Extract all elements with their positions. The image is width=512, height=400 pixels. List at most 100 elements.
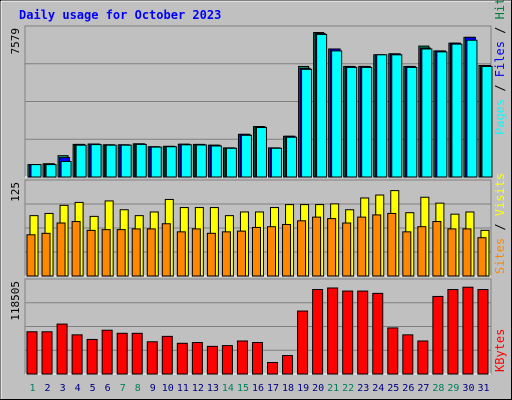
bar-sites xyxy=(191,228,201,277)
bar-kbytes xyxy=(267,361,279,375)
day-label: 18 xyxy=(282,383,294,394)
bar-kbytes xyxy=(236,340,248,375)
ymax-label-visits: 125 xyxy=(9,182,22,202)
day-label: 17 xyxy=(267,383,279,394)
bar-pages xyxy=(361,66,373,178)
bar-kbytes xyxy=(71,334,83,375)
day-label: 1 xyxy=(30,383,36,394)
bar-kbytes xyxy=(101,329,113,375)
bar-sites xyxy=(251,226,261,277)
bar-pages xyxy=(406,66,418,178)
legend-visits-sites-part: Sites xyxy=(493,238,507,274)
bar-sites xyxy=(432,221,442,277)
bar-kbytes xyxy=(221,345,233,375)
day-label: 15 xyxy=(237,383,249,394)
bar-sites xyxy=(447,228,457,277)
bar-kbytes xyxy=(131,332,143,375)
day-label: 27 xyxy=(417,383,429,394)
bar-pages xyxy=(376,54,388,178)
bar-sites xyxy=(267,226,277,277)
bar-pages xyxy=(331,50,343,178)
ymax-label-hits: 7579 xyxy=(9,28,22,55)
day-label: 2 xyxy=(45,383,51,394)
day-label: 20 xyxy=(312,383,324,394)
bar-kbytes xyxy=(357,290,369,375)
bar-sites xyxy=(26,234,36,277)
bar-kbytes xyxy=(327,287,339,375)
day-label: 22 xyxy=(342,383,354,394)
day-label: 8 xyxy=(135,383,141,394)
legend-kbytes-part: KBytes xyxy=(493,329,507,372)
bar-sites xyxy=(312,216,322,277)
day-label: 10 xyxy=(162,383,174,394)
bar-sites xyxy=(71,221,81,277)
bar-kbytes xyxy=(191,342,203,375)
bar-sites xyxy=(221,231,231,277)
bar-pages xyxy=(75,144,87,178)
legend-hits-files-pages-part: Files xyxy=(493,41,507,77)
bar-sites xyxy=(357,216,367,277)
bar-sites xyxy=(402,231,412,277)
legend-hits-files-pages-part: Hits xyxy=(493,0,507,19)
legend-visits-sites: Sites / Visits xyxy=(493,173,507,274)
bar-kbytes xyxy=(447,289,459,375)
bar-kbytes xyxy=(26,331,38,375)
day-label: 11 xyxy=(177,383,189,394)
bar-kbytes xyxy=(297,310,309,375)
bar-kbytes xyxy=(342,290,354,375)
day-label: 12 xyxy=(192,383,204,394)
bar-pages xyxy=(466,39,478,178)
bar-kbytes xyxy=(312,289,324,375)
bar-pages xyxy=(60,160,72,178)
day-label: 28 xyxy=(432,383,444,394)
legend-hits-files-pages: Pages / Files / Hits xyxy=(493,0,507,135)
day-label: 7 xyxy=(120,383,126,394)
day-label: 5 xyxy=(90,383,96,394)
bar-sites xyxy=(236,230,246,277)
bar-sites xyxy=(41,232,51,277)
bar-kbytes xyxy=(116,332,128,375)
day-label: 24 xyxy=(372,383,384,394)
bar-kbytes xyxy=(387,327,399,375)
bar-kbytes xyxy=(282,355,294,375)
day-label: 30 xyxy=(462,383,474,394)
bar-sites xyxy=(342,222,352,277)
bar-pages xyxy=(421,48,433,178)
bar-sites xyxy=(206,232,216,277)
bar-sites xyxy=(161,223,171,277)
bar-pages xyxy=(346,66,358,178)
bar-kbytes xyxy=(206,345,218,375)
day-label: 6 xyxy=(105,383,111,394)
day-label: 14 xyxy=(222,383,234,394)
bar-pages xyxy=(451,43,463,178)
bar-kbytes xyxy=(417,340,429,375)
bar-kbytes xyxy=(251,342,263,375)
bar-sites xyxy=(176,231,186,277)
bar-sites xyxy=(462,228,472,277)
day-label: 29 xyxy=(447,383,459,394)
bar-pages xyxy=(135,143,147,178)
bar-pages xyxy=(316,33,328,178)
day-label: 13 xyxy=(207,383,219,394)
legend-hits-files-pages-part: / xyxy=(493,19,507,41)
legend-visits-sites-part: / xyxy=(493,216,507,238)
bar-pages xyxy=(180,144,192,178)
bar-pages xyxy=(195,144,207,178)
bar-pages xyxy=(436,51,448,178)
bar-sites xyxy=(372,214,382,277)
bar-sites xyxy=(116,229,126,277)
bar-pages xyxy=(391,54,403,178)
bar-pages xyxy=(120,144,132,178)
bar-kbytes xyxy=(41,331,53,375)
bar-sites xyxy=(477,237,487,277)
bar-kbytes xyxy=(86,338,98,375)
bar-kbytes xyxy=(432,295,444,375)
bar-kbytes xyxy=(462,286,474,375)
bar-sites xyxy=(146,228,156,277)
bar-kbytes xyxy=(56,323,68,375)
bar-sites xyxy=(56,222,66,277)
day-label: 21 xyxy=(327,383,339,394)
legend-kbytes: KBytes xyxy=(493,329,507,372)
ymax-label-kbytes: 118505 xyxy=(9,281,22,321)
